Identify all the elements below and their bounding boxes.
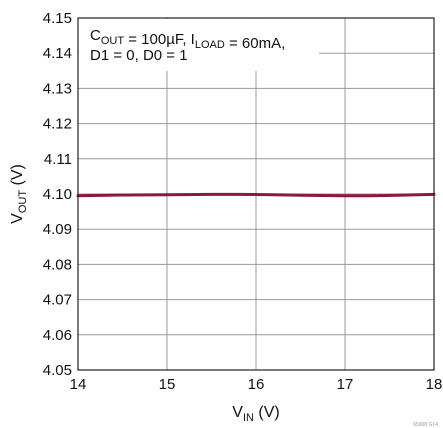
- y-tick-label: 4.15: [43, 10, 72, 27]
- y-axis-label: VOUT (V): [9, 164, 29, 224]
- y-tick-label: 4.09: [43, 221, 72, 238]
- x-tick-labels: 14 15 16 17 18: [70, 376, 443, 393]
- x-axis-label: VIN (V): [232, 404, 279, 424]
- y-tick-label: 4.05: [43, 362, 72, 379]
- annotation-line-1: COUT = 100µF, ILOAD = 60mA,: [90, 27, 285, 52]
- figure-id: 65908 G14: [413, 422, 438, 428]
- series-line: [76, 192, 436, 198]
- y-tick-label: 4.06: [43, 327, 72, 344]
- x-tick-label: 16: [248, 376, 265, 393]
- x-tick-label: 15: [159, 376, 176, 393]
- y-tick-label: 4.11: [44, 151, 72, 168]
- y-tick-label: 4.12: [43, 116, 72, 133]
- x-tick-label: 18: [426, 376, 443, 393]
- y-tick-label: 4.14: [43, 45, 72, 62]
- y-tick-label: 4.13: [43, 80, 72, 97]
- annotation-box: [79, 19, 319, 71]
- y-tick-labels: 4.05 4.06 4.07 4.08 4.09 4.10 4.11 4.12 4.13 4.14…: [43, 10, 72, 379]
- x-tick-label: 14: [70, 376, 87, 393]
- y-tick-label: 4.10: [43, 186, 72, 203]
- y-tick-label: 4.08: [43, 256, 72, 273]
- series-group: [76, 192, 436, 198]
- x-tick-label: 17: [337, 376, 354, 393]
- plot-frame: [77, 17, 435, 371]
- y-tick-label: 4.07: [43, 292, 72, 309]
- annotation-line-2: D1 = 0, D0 = 1: [90, 47, 188, 64]
